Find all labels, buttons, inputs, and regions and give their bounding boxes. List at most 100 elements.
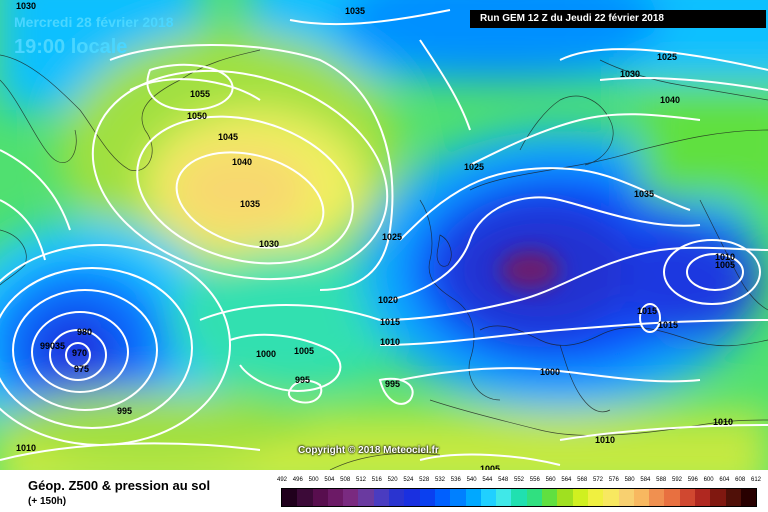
isobar-label: 1030	[259, 239, 279, 249]
scale-tick-label: 520	[387, 477, 398, 483]
isobar-label: 1010	[715, 252, 735, 262]
scale-tick-label: 504	[324, 477, 335, 483]
isobar-label: 970	[72, 348, 87, 358]
scale-tick-label: 496	[292, 477, 303, 483]
isobar-label: 1025	[657, 52, 677, 62]
isobar-label: 1025	[464, 162, 484, 172]
isobar-label: 1010	[713, 417, 733, 427]
scale-swatch	[480, 489, 497, 506]
isobar-label: 1055	[190, 89, 210, 99]
isobar-label: 995	[385, 379, 400, 389]
scale-tick-label: 508	[340, 477, 351, 483]
field-core	[500, 250, 560, 290]
scale-tick-label: 580	[624, 477, 635, 483]
isobar-label: 1005	[480, 464, 500, 470]
scale-swatch	[465, 489, 481, 506]
isobar-label: 1040	[660, 95, 680, 105]
isobar-label: 1015	[380, 317, 400, 327]
scale-swatch	[572, 489, 588, 506]
scale-tick-label: 552	[513, 477, 525, 483]
scale-swatch	[542, 489, 558, 506]
scale-tick-label: 572	[592, 477, 604, 483]
scale-tick-label: 500	[308, 477, 319, 483]
scale-swatch	[327, 489, 344, 506]
scale-tick-label: 564	[561, 477, 572, 483]
scale-swatch	[725, 489, 741, 506]
scale-swatch	[603, 489, 619, 506]
isobar-label: 1005	[294, 346, 314, 356]
scale-swatch	[511, 489, 527, 506]
scale-tick-label: 516	[371, 477, 382, 483]
scale-swatch	[587, 489, 604, 506]
scale-tick-label: 584	[640, 477, 651, 483]
isobar-labels: 1030 1035 1025 1030 1040 1055 1050 1045 …	[16, 1, 735, 470]
scale-swatch	[618, 489, 634, 506]
scale-tick-label: 548	[498, 477, 509, 483]
scale-tick-label: 604	[719, 477, 730, 483]
color-scale-bar	[281, 488, 757, 507]
forecast-time: 19:00 locale	[14, 36, 128, 58]
scale-tick-label: 544	[482, 477, 493, 483]
weather-map: 1030 1035 1025 1030 1040 1055 1050 1045 …	[0, 0, 768, 470]
scale-swatch	[450, 489, 466, 506]
isobar-label: 1010	[16, 443, 36, 453]
scale-swatch	[557, 489, 573, 506]
isobar-label: 1010	[595, 435, 615, 445]
scale-swatch	[343, 489, 359, 506]
scale-swatch	[419, 489, 435, 506]
scale-tick-label: 596	[687, 477, 698, 483]
scale-swatch	[297, 489, 313, 506]
legend-subtitle: (+ 150h)	[28, 496, 67, 507]
isobar-label: 1020	[378, 295, 398, 305]
scale-swatch	[389, 489, 405, 506]
isobar-label: 1030	[620, 69, 640, 79]
scale-tick-label: 608	[735, 477, 746, 483]
scale-swatch	[633, 489, 650, 506]
scale-tick-label: 560	[545, 477, 556, 483]
scale-tick-label: 524	[403, 477, 414, 483]
isobar-label: 1025	[382, 232, 402, 242]
isobar-label: 1015	[658, 320, 678, 330]
isobar-label: 1035	[634, 189, 654, 199]
scale-swatch	[649, 489, 665, 506]
isobar-label: 995	[117, 406, 132, 416]
scale-swatch	[434, 489, 451, 506]
isobar-label: 1035	[240, 199, 260, 209]
scale-tick-label: 492	[276, 477, 288, 483]
isobar-label: 1045	[218, 132, 238, 142]
isobar-label: 1005	[715, 260, 735, 270]
isobar-label: 1050	[187, 111, 207, 121]
scale-tick-label: 576	[608, 477, 619, 483]
scale-swatch	[679, 489, 696, 506]
isobar-label: 99035	[40, 341, 65, 351]
isobar-label: 980	[77, 327, 92, 337]
scale-tick-label: 536	[450, 477, 461, 483]
scale-swatch	[358, 489, 374, 506]
scale-tick-label: 528	[419, 477, 430, 483]
scale-tick-label: 556	[529, 477, 540, 483]
scale-tick-label: 512	[355, 477, 367, 483]
isobar-label: 975	[74, 364, 89, 374]
scale-swatch	[710, 489, 726, 506]
scale-swatch	[740, 489, 757, 506]
coastlines	[0, 49, 768, 470]
scale-tick-label: 532	[434, 477, 446, 483]
legend-panel: Géop. Z500 & pression au sol (+ 150h) 49…	[0, 470, 768, 512]
model-run-label: Run GEM 12 Z du Jeudi 22 février 2018	[470, 10, 766, 28]
color-scale-labels: 492 496 500 504 508 512 516 520 524 528 532 536 540 5…	[277, 477, 761, 487]
scale-swatch	[526, 489, 543, 506]
scale-swatch	[404, 489, 420, 506]
isobar-label: 995	[295, 375, 310, 385]
scale-tick-label: 612	[750, 477, 762, 483]
forecast-date: Mercredi 28 février 2018	[14, 14, 174, 30]
scale-swatch	[373, 489, 390, 506]
scale-tick-label: 588	[656, 477, 667, 483]
copyright-notice: Copyright © 2018 Meteociel.fr	[298, 445, 439, 456]
scale-tick-label: 540	[466, 477, 477, 483]
scale-swatch	[282, 489, 298, 506]
scale-swatch	[695, 489, 711, 506]
isobar-label: 1040	[232, 157, 252, 167]
isobar-label: 1000	[256, 349, 276, 359]
isobar-label: 1015	[637, 306, 657, 316]
isobars	[0, 9, 768, 466]
